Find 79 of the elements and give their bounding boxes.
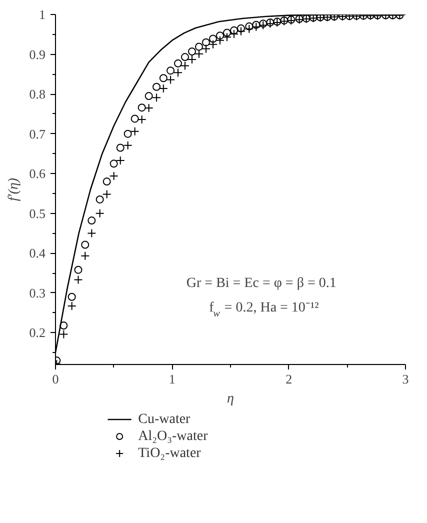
- point: [244, 24, 254, 34]
- point: [102, 190, 112, 199]
- point: [116, 144, 124, 152]
- point: [102, 178, 111, 186]
- point: [166, 75, 176, 84]
- x-axis-title: η: [227, 392, 234, 406]
- point: [230, 26, 238, 34]
- x-tick-label: 2: [286, 372, 292, 386]
- point: [95, 208, 104, 218]
- point: [252, 22, 261, 32]
- point: [137, 115, 146, 124]
- point: [124, 130, 132, 138]
- y-tick-label: 0.5: [29, 206, 46, 221]
- legend-label: TiO₂-water: [138, 446, 202, 461]
- point: [236, 26, 246, 36]
- y-tick-label: 0.8: [29, 86, 46, 102]
- point: [194, 49, 204, 58]
- point: [166, 66, 175, 75]
- point: [222, 32, 232, 42]
- point: [123, 140, 132, 150]
- point: [60, 322, 68, 330]
- point: [174, 68, 182, 78]
- point: [174, 59, 182, 68]
- annotation: Gr = Bi = Ec = φ = β = 0.1: [186, 276, 336, 291]
- point: [266, 18, 274, 26]
- point: [209, 34, 217, 43]
- point: [202, 44, 210, 54]
- point: [152, 93, 162, 102]
- point: [152, 82, 161, 91]
- point: [144, 92, 153, 100]
- point: [181, 53, 189, 62]
- point: [245, 22, 254, 30]
- point: [202, 38, 210, 46]
- point: [180, 61, 190, 70]
- point: [96, 195, 104, 204]
- point: [159, 74, 168, 82]
- point: [110, 160, 118, 168]
- point: [81, 240, 90, 249]
- y-tick-label: 0.3: [29, 285, 46, 300]
- point: [188, 54, 196, 64]
- point: [208, 40, 218, 49]
- point: [144, 103, 154, 112]
- legend-label: Cu-water: [138, 412, 191, 427]
- point: [252, 20, 260, 29]
- point: [158, 84, 168, 93]
- point: [130, 126, 140, 136]
- point: [68, 292, 76, 301]
- y-tick-label: 1: [39, 7, 46, 22]
- point: [216, 32, 224, 40]
- point: [88, 216, 96, 225]
- y-tick-label: 0.7: [29, 126, 46, 142]
- x-tick-label: 1: [168, 372, 176, 386]
- point: [74, 275, 83, 284]
- x-tick-label: 0: [52, 372, 59, 386]
- point: [230, 29, 238, 38]
- point: [188, 47, 196, 56]
- y-tick-label: 0.4: [29, 246, 46, 261]
- point: [59, 330, 68, 339]
- point: [116, 156, 125, 165]
- legend-label: Al₂O₃-water: [138, 429, 208, 444]
- point: [87, 228, 96, 238]
- point: [80, 251, 90, 260]
- x-tick-label: 3: [402, 372, 409, 386]
- point: [223, 28, 231, 37]
- point: [259, 20, 268, 28]
- y-tick-label: 0.2: [29, 325, 46, 340]
- point: [216, 36, 224, 45]
- y-axis-title: f′(η): [6, 178, 22, 202]
- y-tick-label: 0.6: [29, 166, 46, 182]
- point: [67, 302, 76, 311]
- point: [138, 104, 146, 112]
- y-tick-label: 0.9: [29, 46, 46, 62]
- point: [109, 171, 118, 180]
- point: [195, 42, 203, 51]
- point: [74, 266, 82, 274]
- point: [258, 20, 268, 30]
- point: [266, 19, 275, 28]
- point: [237, 24, 245, 32]
- point: [130, 114, 139, 123]
